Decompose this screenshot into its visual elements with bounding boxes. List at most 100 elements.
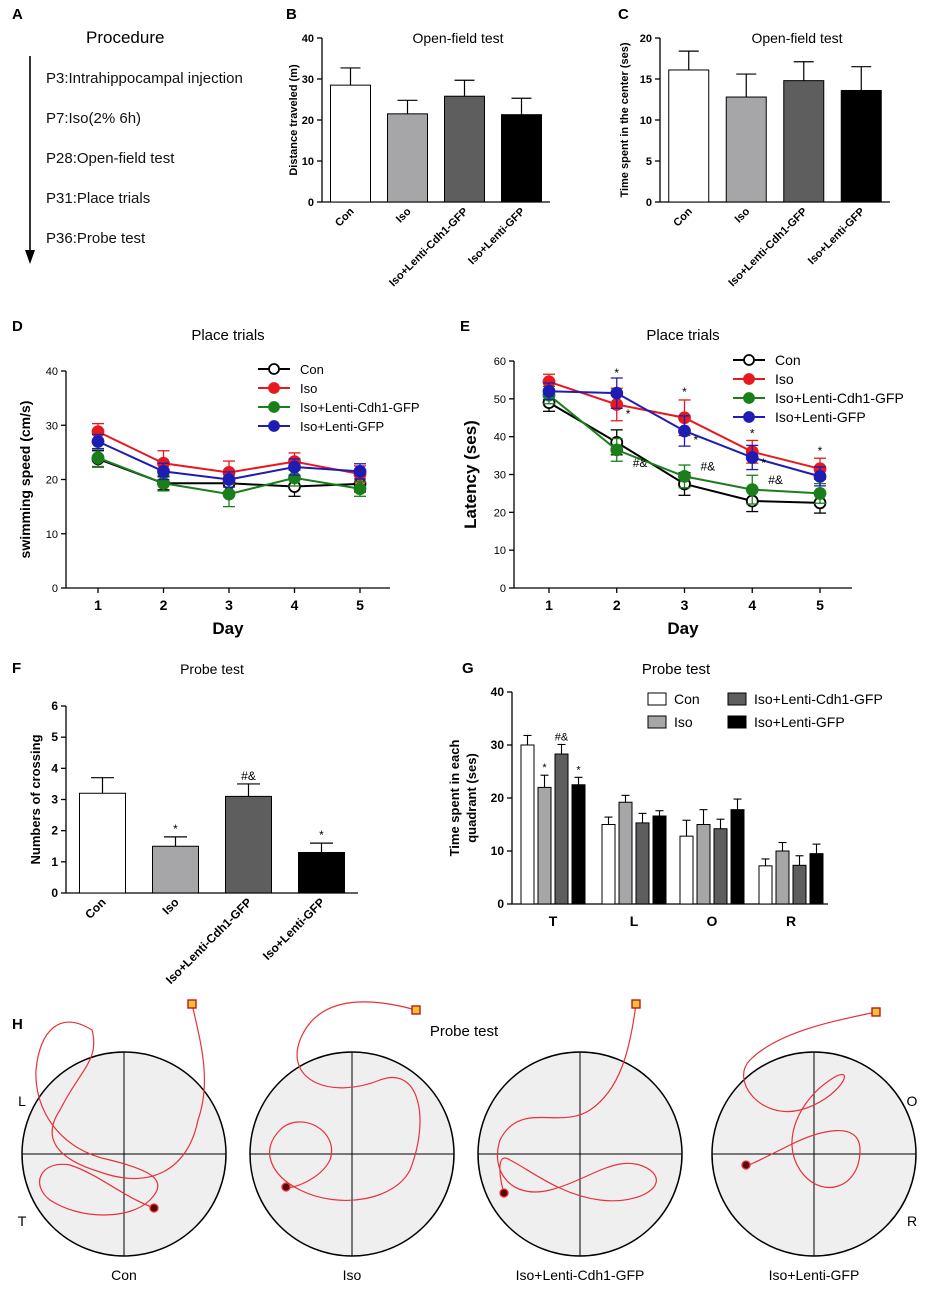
B-category-label: Iso+Lenti-GFP: [466, 206, 527, 267]
F-bar: [152, 845, 199, 894]
G-y-tick-label: 30: [491, 738, 505, 752]
G-bar: [775, 850, 790, 905]
quadrant-label-T: T: [18, 1213, 27, 1229]
B-bar: [444, 95, 485, 203]
F-y-tick-label: 0: [51, 886, 58, 900]
C-y-tick-label: 15: [640, 74, 652, 86]
E-x-tick-label: 1: [545, 597, 553, 613]
D-legend-swatch-marker: [268, 401, 280, 413]
C-y-tick-label: 0: [646, 197, 652, 209]
G-ylabel-line: Time spent in each: [447, 740, 462, 857]
G-legend-swatch: [727, 692, 747, 706]
panel-G-letter: G: [462, 660, 474, 677]
D-legend-label: Iso+Lenti-GFP: [300, 419, 384, 434]
E-y-tick-label: 50: [494, 394, 506, 406]
pool-label: Iso: [343, 1267, 362, 1283]
platform-marker: [871, 1007, 881, 1017]
H-title: Probe test: [430, 1023, 499, 1040]
E-xlabel: Day: [667, 619, 699, 638]
F-y-tick-label: 2: [51, 824, 58, 838]
G-sig-label: *: [576, 764, 581, 776]
G-category-label: O: [707, 913, 718, 929]
panel-B-letter: B: [286, 6, 297, 23]
G-y-tick-label: 40: [491, 685, 505, 699]
timeline-arrow-head: [25, 250, 35, 264]
C-bar: [725, 96, 767, 203]
F-ylabel: Numbers of crossing: [28, 734, 43, 864]
F-bar: [298, 851, 345, 894]
C-y-tick-label: 20: [640, 33, 652, 45]
platform-marker: [187, 999, 197, 1009]
C-category-label: Iso: [733, 205, 753, 225]
G-bar: [601, 824, 616, 905]
F-bar: [225, 795, 272, 894]
G-legend-label: Iso+Lenti-GFP: [754, 714, 845, 730]
E-y-tick-label: 30: [494, 470, 506, 482]
chart-G-quadrant-time: 0 10 20 30 40 Probe test Time spent in each qua…: [447, 661, 883, 929]
swim-path: [496, 1003, 657, 1202]
chart-E-latency: 0 10 20 30 40 50 60 1 2 3 4 5 Day Place trials Latency…: [461, 327, 904, 638]
E-sig-label: #&: [768, 473, 783, 487]
E-legend-swatch-marker: [743, 354, 755, 366]
C-y-tick-label: 10: [640, 115, 652, 127]
D-y-tick-label: 40: [46, 366, 58, 378]
E-y-tick-label: 10: [494, 545, 506, 557]
C-title: Open-field test: [751, 30, 842, 46]
B-category-label: Iso: [394, 205, 414, 225]
D-x-tick-label: 3: [225, 597, 233, 613]
G-y-tick-label: 0: [497, 897, 504, 911]
E-y-tick-label: 40: [494, 432, 506, 444]
C-category-label: Con: [671, 205, 695, 229]
panel-C-letter: C: [618, 6, 629, 23]
E-sig-label: *: [761, 456, 766, 470]
D-data-point: [222, 487, 236, 501]
E-x-tick-label: 5: [816, 597, 824, 613]
G-sig-label: #&: [555, 731, 569, 743]
D-x-tick-label: 4: [291, 597, 299, 613]
procedure-step: P7:Iso(2% 6h): [46, 110, 142, 127]
F-category-label: Con: [82, 895, 108, 921]
D-data-point: [353, 464, 367, 478]
D-xlabel: Day: [212, 619, 244, 638]
D-y-tick-label: 30: [46, 420, 58, 432]
B-ylabel: Distance traveled (m): [288, 64, 300, 176]
B-y-tick-label: 10: [302, 156, 314, 168]
G-bar: [679, 835, 694, 905]
G-bar: [537, 786, 552, 905]
C-category-label: Iso+Lenti-GFP: [806, 206, 867, 267]
panel-F-letter: F: [12, 660, 22, 677]
E-data-point: [813, 469, 827, 483]
G-legend-label: Iso: [674, 714, 693, 730]
B-bar: [501, 114, 542, 203]
D-data-point: [91, 451, 105, 465]
F-sig-label: *: [173, 822, 178, 836]
D-y-tick-label: 20: [46, 475, 58, 487]
G-category-label: L: [630, 913, 639, 929]
end-point-marker: [281, 1182, 291, 1192]
G-bar: [792, 864, 807, 905]
E-sig-label: #&: [633, 456, 648, 470]
C-bar: [783, 80, 825, 203]
G-sig-label: *: [542, 762, 547, 774]
panel-E-letter: E: [460, 318, 471, 335]
E-sig-label: *: [818, 444, 823, 458]
D-legend-swatch-marker: [268, 382, 280, 394]
E-x-tick-label: 4: [748, 597, 756, 613]
chart-C-open-field-center-time: 0 5 10 15 20 Open-field test Time spent in the…: [619, 30, 890, 289]
procedure-step: P3:Intrahippocampal injection: [46, 70, 243, 87]
quadrant-label-L: L: [18, 1093, 26, 1109]
E-legend-label: Iso: [775, 371, 794, 387]
C-ylabel: Time spent in the center (ses): [619, 42, 631, 197]
B-y-tick-label: 30: [302, 74, 314, 86]
procedure-title: Procedure: [86, 28, 165, 47]
D-legend-label: Iso+Lenti-Cdh1-GFP: [300, 400, 420, 415]
E-sig-label: *: [614, 366, 619, 380]
pool-label: Iso+Lenti-Cdh1-GFP: [516, 1267, 645, 1283]
platform-marker: [631, 999, 641, 1009]
D-legend-swatch-marker: [268, 363, 280, 375]
quadrant-label-O: O: [907, 1093, 918, 1109]
G-legend-swatch: [647, 715, 667, 729]
swim-path: [743, 1011, 877, 1188]
procedure-step: P31:Place trials: [46, 190, 151, 207]
